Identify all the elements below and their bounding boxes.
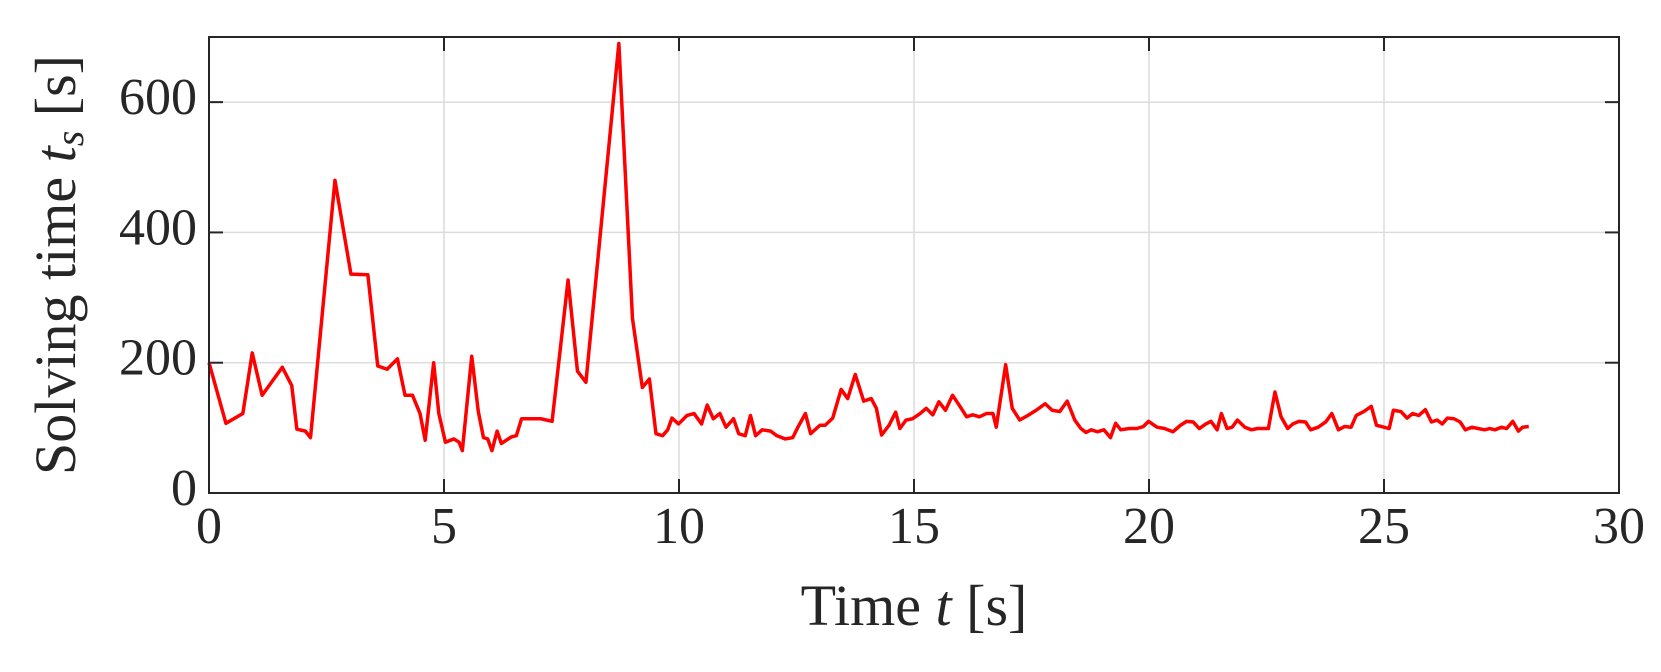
x-tick-label: 10 (653, 498, 705, 555)
y-label-text: Solving time (23, 162, 88, 475)
y-tick-label: 400 (119, 199, 197, 256)
x-tick-label: 20 (1123, 498, 1175, 555)
x-tick-label: 0 (196, 498, 222, 555)
y-label-sub: s (47, 131, 92, 147)
x-tick-label: 30 (1593, 498, 1645, 555)
x-tick-label: 5 (431, 498, 457, 555)
x-label-var: t (936, 573, 954, 638)
x-tick-label: 25 (1358, 498, 1410, 555)
x-tick-label: 15 (888, 498, 940, 555)
x-axis-label: Time t [s] (801, 573, 1028, 638)
x-label-text: Time (801, 573, 936, 638)
y-axis-label: Solving time ts [s] (23, 55, 92, 475)
y-tick-label: 200 (119, 330, 197, 387)
y-label-unit: [s] (23, 55, 88, 131)
y-label-var: t (23, 144, 88, 162)
plot-frame (208, 36, 1620, 494)
y-tick-label: 600 (119, 69, 197, 126)
x-label-unit: [s] (952, 573, 1028, 638)
y-tick-label: 0 (171, 460, 197, 517)
data-line (207, 41, 1529, 453)
